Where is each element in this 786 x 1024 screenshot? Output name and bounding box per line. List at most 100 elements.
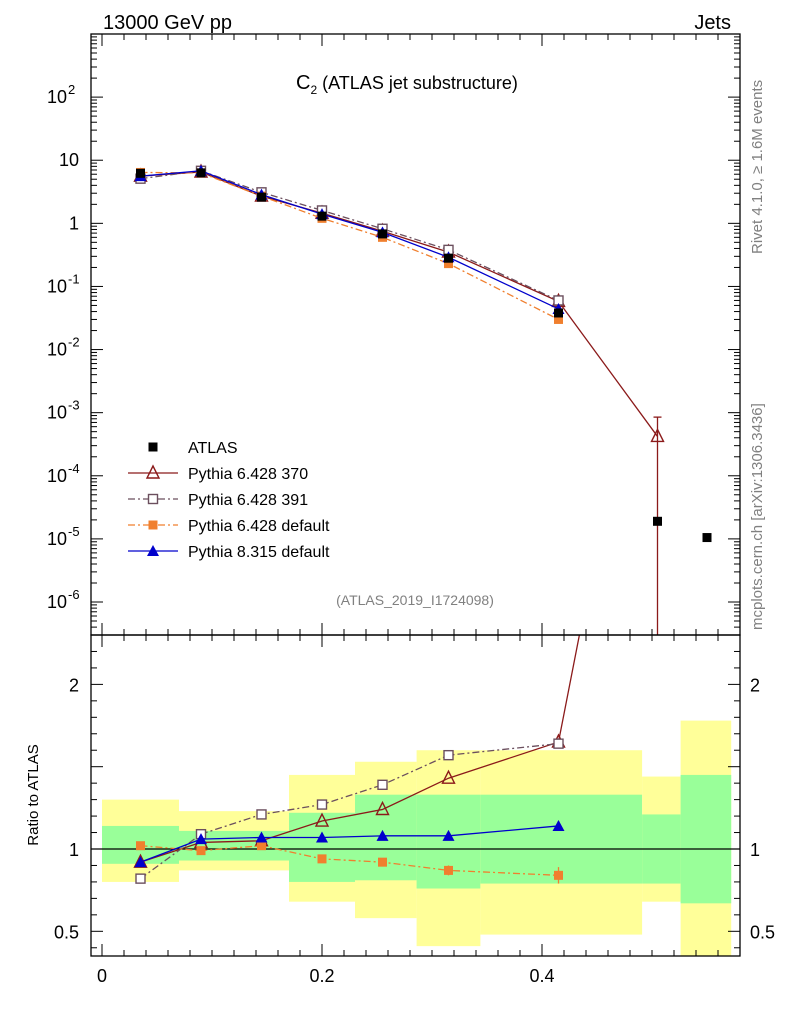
- main-series-3: [136, 167, 563, 324]
- ratio-point-1-6: [553, 738, 564, 749]
- main-ytick-exp-5: -1: [68, 271, 80, 286]
- ratio-series-2: [136, 841, 563, 884]
- main-ytick-label-2: 10: [47, 466, 67, 486]
- ratio-ytick-label-right-1: 1: [750, 840, 760, 860]
- ratio-point-3-4: [376, 829, 389, 841]
- ratio-series-3: [134, 819, 565, 868]
- ratio-point-1-0: [135, 873, 146, 884]
- main-point-0-2: [257, 192, 266, 202]
- main-ytick-base-0: 10: [47, 592, 67, 612]
- ratio-ylabel: Ratio to ATLAS: [25, 744, 42, 845]
- main-line-1: [140, 171, 659, 437]
- legend-marker-3: [148, 520, 158, 530]
- main-ytick-base-5: 10: [47, 276, 67, 296]
- main-point-0-6: [554, 308, 563, 318]
- legend-label-2: Pythia 6.428 391: [188, 492, 308, 509]
- ratio-point-2-0: [136, 841, 145, 851]
- ratio-point-1-5: [443, 749, 454, 761]
- main-ytick-label-6: 1: [69, 213, 79, 233]
- ratio-xtick-label-1: 0.2: [309, 966, 334, 986]
- title-rest: (ATLAS jet substructure): [317, 73, 518, 93]
- side-label-top: Rivet 4.1.0, ≥ 1.6M events: [749, 80, 766, 254]
- band-green-5: [480, 794, 643, 884]
- ratio-ytick-label-right-0: 0.5: [750, 922, 775, 942]
- ratio-ytick-label-left-2: 2: [69, 675, 79, 695]
- ratio-point-2-1: [196, 846, 206, 856]
- main-ytick-label-1: 10: [47, 529, 67, 549]
- main-ytick-base-3: 10: [47, 403, 67, 423]
- band-green-2: [289, 812, 355, 882]
- ratio-point-0-3: [314, 812, 330, 827]
- main-ytick-exp-2: -4: [68, 461, 80, 476]
- main-point-0-1: [196, 168, 206, 178]
- ratio-point-3-1: [195, 833, 207, 845]
- ratio-frame: [90, 634, 741, 957]
- ratio-ytick-label-right-2: 2: [750, 675, 760, 695]
- ratio-point-3-0: [134, 856, 147, 868]
- main-point-3-5: [444, 259, 453, 269]
- analysis-id: (ATLAS_2019_I1724098): [336, 592, 494, 608]
- main-line-3: [140, 171, 559, 321]
- main-ytick-exp-3: -3: [68, 398, 80, 413]
- legend-marker-4: [147, 545, 159, 556]
- ratio-ytick-label-left-0: 0.5: [54, 922, 79, 942]
- main-ytick-base-6: 1: [69, 213, 79, 233]
- main-ytick-exp-8: 2: [68, 82, 75, 97]
- title-main: C: [296, 72, 310, 94]
- ratio-line-0: [140, 635, 581, 863]
- ratio-ytick-label-left-1: 1: [69, 840, 79, 860]
- ratio-point-1-2: [256, 809, 267, 820]
- main-point-3-6: [554, 314, 563, 324]
- legend-marker-0: [148, 442, 158, 452]
- ratio-point-3-6: [552, 819, 565, 831]
- main-ytick-label-0: 10: [47, 592, 67, 612]
- legend-marker-1: [145, 464, 161, 479]
- main-point-0-5: [444, 253, 453, 263]
- main-ytick-label-4: 10: [47, 340, 67, 360]
- main-ytick-base-8: 10: [47, 87, 67, 107]
- main-line-2: [140, 170, 559, 302]
- main-point-0-3: [317, 211, 327, 221]
- ratio-point-3-2: [255, 831, 268, 843]
- ratio-point-1-3: [316, 799, 328, 810]
- band-green-7: [680, 774, 732, 904]
- main-ytick-label-3: 10: [47, 403, 67, 423]
- header-left: 13000 GeV pp: [103, 12, 232, 34]
- ratio-point-3-5: [442, 829, 455, 841]
- main-ytick-exp-4: -2: [68, 335, 80, 350]
- main-ytick-label-7: 10: [59, 150, 79, 170]
- main-ytick-label-5: 10: [47, 276, 67, 296]
- ratio-point-2-4: [378, 857, 387, 867]
- main-point-0-7: [653, 516, 662, 526]
- main-series-1: [133, 163, 665, 635]
- legend-label-0: ATLAS: [188, 440, 238, 457]
- header-right: Jets: [694, 12, 731, 34]
- ratio-point-2-6: [554, 870, 563, 880]
- chart-title: C2 (ATLAS jet substructure): [296, 72, 518, 97]
- main-ytick-base-4: 10: [47, 340, 67, 360]
- main-ytick-exp-0: -6: [68, 587, 80, 602]
- ratio-uncertainty-bands: [91, 720, 740, 956]
- main-series-2: [135, 165, 564, 306]
- side-label-bottom: mcplots.cern.ch [arXiv:1306.3436]: [749, 403, 766, 630]
- ratio-series-group: [133, 635, 581, 884]
- ratio-xtick-label-2: 0.4: [529, 966, 554, 986]
- legend: ATLAS Pythia 6.428 370 Pythia 6.428 391 Pyt…: [128, 440, 330, 561]
- legend-label-4: Pythia 8.315 default: [188, 544, 330, 561]
- main-point-0-8: [702, 533, 712, 543]
- ratio-point-2-2: [257, 841, 266, 851]
- ratio-point-0-4: [375, 800, 390, 816]
- ratio-point-2-3: [317, 854, 327, 864]
- ratio-point-3-3: [316, 831, 328, 843]
- title-sub: 2: [310, 83, 317, 97]
- ratio-xtick-label-0: 0: [97, 966, 107, 986]
- main-ytick-label-8: 10: [47, 87, 67, 107]
- main-series-4: [134, 164, 565, 314]
- main-series-group: [133, 163, 712, 635]
- main-ytick-base-1: 10: [47, 529, 67, 549]
- main-ytick-base-7: 10: [59, 150, 79, 170]
- ratio-point-2-5: [444, 865, 453, 875]
- ratio-point-1-4: [377, 779, 388, 790]
- legend-label-1: Pythia 6.428 370: [188, 466, 308, 483]
